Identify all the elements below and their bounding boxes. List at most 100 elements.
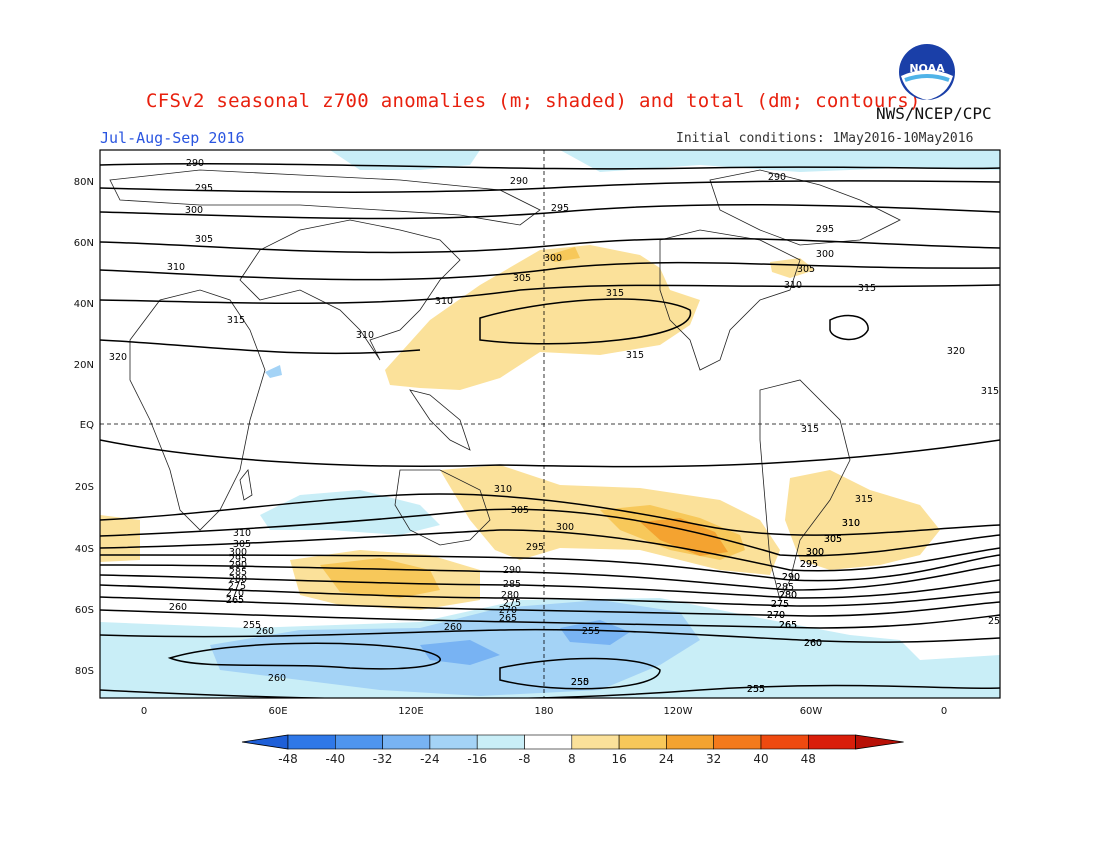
- contour-label: 260: [256, 626, 274, 637]
- colorbar-swatch: [429, 734, 478, 750]
- colorbar-swatch: [382, 734, 431, 750]
- contour-label: 295: [816, 224, 834, 235]
- height-contours: [100, 163, 1000, 698]
- colorbar-tick: -40: [325, 752, 345, 766]
- coastlines: [109, 169, 901, 602]
- contour-label: 260: [268, 673, 286, 684]
- contour-label: 300: [185, 205, 203, 216]
- colorbar-swatch: [571, 734, 620, 750]
- colorbar-tick: 24: [659, 752, 674, 766]
- anomaly-shade-neg: [560, 620, 630, 645]
- lat-label: 20S: [75, 482, 94, 493]
- lon-label: 60W: [800, 706, 823, 717]
- map-frame: [99, 149, 1001, 699]
- season-label: Jul-Aug-Sep 2016: [100, 129, 245, 147]
- contour-label: 270: [226, 588, 244, 599]
- contour-label: 250: [571, 677, 589, 688]
- colorbar-tick: 16: [611, 752, 626, 766]
- contour-label: 290: [503, 565, 521, 576]
- lat-label: 60N: [74, 238, 94, 249]
- contour-label: 255: [243, 620, 261, 631]
- contour-label: 25: [988, 616, 1000, 627]
- colorbar-swatch: [760, 734, 809, 750]
- anomaly-shade-pos: [100, 515, 140, 562]
- contour-label: 295: [800, 559, 818, 570]
- colorbar-swatch: [713, 734, 762, 750]
- contour-label: 305: [824, 534, 842, 545]
- contour-label: 280: [501, 590, 519, 601]
- contour-label: 275: [503, 598, 521, 609]
- colorbar-tick: 32: [706, 752, 721, 766]
- anomaly-shade-neg: [560, 150, 1000, 172]
- contour-label: 255: [582, 626, 600, 637]
- anomaly-shade-pos: [385, 245, 700, 390]
- contour-label: 295: [800, 559, 818, 570]
- contour-label: 280: [229, 574, 247, 585]
- anomaly-shade-neg: [260, 490, 440, 535]
- lat-label: 80S: [75, 666, 94, 677]
- contour-label: 295: [195, 183, 213, 194]
- contour-label: 260: [169, 602, 187, 613]
- lat-label: 20N: [74, 360, 94, 371]
- contour-label: 320: [947, 346, 965, 357]
- anomaly-shade-pos: [545, 247, 580, 262]
- contour-label: 300: [556, 522, 574, 533]
- colorbar-swatch: [476, 734, 525, 750]
- contour-label: 300: [229, 547, 247, 558]
- contour-label: 275: [771, 599, 789, 610]
- colorbar-swatch: [618, 734, 667, 750]
- colorbar-tick: -24: [420, 752, 440, 766]
- contour-label: 280: [779, 590, 797, 601]
- contour-label: 270: [767, 610, 785, 621]
- colorbar-tick: 48: [801, 752, 816, 766]
- contour-label: 295: [526, 542, 544, 553]
- chart-title: CFSv2 seasonal z700 anomalies (m; shaded…: [146, 90, 921, 112]
- lon-label: 120E: [398, 706, 423, 717]
- contour-label: 255: [747, 684, 765, 695]
- colorbar-swatch: [666, 734, 715, 750]
- anomaly-shade-pos: [785, 470, 940, 570]
- lat-label: 80N: [74, 177, 94, 188]
- anomaly-shade-pos: [640, 518, 728, 556]
- colorbar-swatch: [334, 734, 383, 750]
- contour-label: 315: [606, 288, 624, 299]
- colorbar-tick: -16: [467, 752, 487, 766]
- contour-label: 315: [227, 315, 245, 326]
- contour-label: 265: [779, 620, 797, 631]
- logo-text: NOAA: [909, 62, 945, 75]
- contour-label: 300: [806, 547, 824, 558]
- colorbar-tick: 8: [568, 752, 576, 766]
- contour-label: 270: [499, 605, 517, 616]
- colorbar: -48 -40 -32 -24 -16 -8 8 16 24 32 40 48: [241, 734, 904, 766]
- contour-label: 290: [768, 172, 786, 183]
- contour-label: 290: [782, 572, 800, 583]
- colorbar-swatch: [287, 734, 336, 750]
- contour-label: 290: [229, 560, 247, 571]
- colorbar-swatch: [807, 734, 856, 750]
- lon-label: 180: [534, 706, 553, 717]
- contour-label: 275: [771, 599, 789, 610]
- contour-label: 310: [784, 280, 802, 291]
- contour-label: 290: [782, 572, 800, 583]
- contour-label: 295: [551, 203, 569, 214]
- contour-label: 300: [816, 249, 834, 260]
- contour-label: 265: [499, 613, 517, 624]
- contour-label: 315: [858, 283, 876, 294]
- contour-label: 305: [511, 505, 529, 516]
- lat-label: EQ: [80, 420, 94, 431]
- initial-conditions-label: Initial conditions: 1May2016-10May2016: [676, 131, 974, 146]
- colorbar-tick: -32: [373, 752, 393, 766]
- lon-label: 120W: [664, 706, 693, 717]
- anomaly-shade-pos: [770, 258, 815, 278]
- contour-label: 310: [167, 262, 185, 273]
- contour-label: 320: [109, 352, 127, 363]
- lat-label: 60S: [75, 605, 94, 616]
- contour-label: 265: [779, 620, 797, 631]
- contour-label: 305: [195, 234, 213, 245]
- contour-label: 290: [186, 158, 204, 169]
- contour-label: 285: [229, 567, 247, 578]
- contour-label: 310: [233, 528, 251, 539]
- contour-label: 285: [776, 582, 794, 593]
- lon-label: 0: [941, 706, 947, 717]
